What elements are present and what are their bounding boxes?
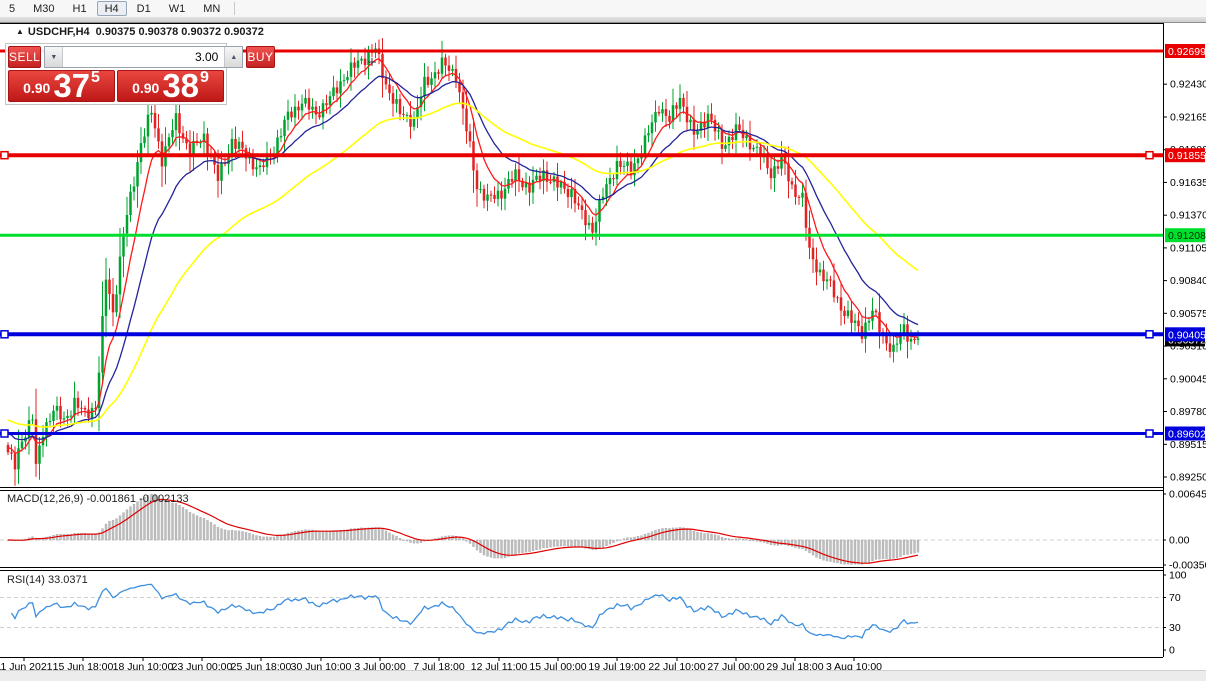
- svg-text:100: 100: [1169, 570, 1187, 582]
- sell-price-display[interactable]: 0.90 37 5: [8, 67, 115, 104]
- hline-price-badge: 0.89602: [1165, 426, 1206, 441]
- sell-button[interactable]: SELL: [8, 46, 42, 68]
- svg-text:0.91208: 0.91208: [1168, 230, 1206, 242]
- timeframe-button-H4[interactable]: H4: [96, 1, 127, 16]
- ma-line-medium: [7, 75, 919, 441]
- timeframe-button-D1[interactable]: D1: [136, 3, 151, 15]
- price-badges: 0.903720.926990.918550.912080.904050.896…: [1165, 44, 1206, 441]
- toolbar-separator: [234, 2, 236, 15]
- chart-title: ▲ USDCHF,H4 0.90375 0.90378 0.90372 0.9037…: [16, 26, 264, 38]
- hline-handle-right[interactable]: [1145, 330, 1154, 339]
- rsi-label: RSI(14) 33.0371: [7, 574, 88, 586]
- buy-button[interactable]: BUY: [246, 46, 275, 68]
- svg-text:0.92430: 0.92430: [1170, 79, 1206, 91]
- svg-text:0.91370: 0.91370: [1170, 210, 1206, 222]
- toolbar-shadow-strip: [0, 17, 1206, 23]
- volume-spinner: ▼ ▲: [44, 46, 244, 68]
- hline-price-badge: 0.92699: [1165, 44, 1206, 58]
- volume-decrease-button[interactable]: ▼: [45, 47, 64, 67]
- svg-text:0.91855: 0.91855: [1168, 150, 1206, 162]
- time-axis-label: 3 Jul 00:00: [354, 661, 406, 670]
- ma-line-slow: [7, 102, 919, 428]
- time-axis-label: 19 Jul 19:00: [588, 661, 645, 670]
- svg-text:0.89515: 0.89515: [1170, 439, 1206, 451]
- time-axis-label: 7 Jul 18:00: [413, 661, 465, 670]
- svg-text:0.89780: 0.89780: [1170, 406, 1206, 418]
- hline-price-badge: 0.91208: [1165, 228, 1206, 243]
- time-axis-label: 15 Jul 00:00: [529, 661, 586, 670]
- sell-price-pip: 5: [91, 69, 100, 86]
- price-axis[interactable]: 0.924300.921650.919000.916350.913700.911…: [1163, 79, 1206, 657]
- svg-text:0.89250: 0.89250: [1170, 472, 1206, 484]
- svg-text:0.006451: 0.006451: [1169, 489, 1206, 501]
- status-strip: [0, 670, 1206, 681]
- buy-price-big: 38: [162, 67, 200, 104]
- svg-text:0.91635: 0.91635: [1170, 177, 1206, 189]
- timeframe-button-H1[interactable]: H1: [72, 3, 87, 15]
- volume-input[interactable]: [63, 47, 225, 67]
- svg-text:0.90575: 0.90575: [1170, 308, 1206, 320]
- svg-text:0.92165: 0.92165: [1170, 112, 1206, 124]
- chart-symbol-period: USDCHF,H4: [27, 26, 90, 38]
- svg-text:0.92699: 0.92699: [1168, 46, 1206, 58]
- svg-text:0.89602: 0.89602: [1168, 429, 1206, 441]
- time-axis-label: 29 Jul 18:00: [766, 661, 823, 670]
- svg-text:0.90840: 0.90840: [1170, 275, 1206, 287]
- hline-handle-right[interactable]: [1145, 150, 1154, 160]
- timeframe-button-W1[interactable]: W1: [168, 3, 186, 15]
- volume-increase-button[interactable]: ▲: [224, 47, 243, 67]
- time-axis-label: 11 Jun 2021: [0, 661, 53, 670]
- hline-handle-left[interactable]: [0, 429, 9, 438]
- collapse-panel-icon[interactable]: ▲: [16, 27, 24, 36]
- chart-canvas[interactable]: 0.924300.921650.919000.916350.913700.911…: [0, 23, 1206, 670]
- crosshair-plus-icon: [368, 58, 376, 66]
- time-axis-label: 15 Jun 18:00: [53, 661, 114, 670]
- time-axis-label: 25 Jun 18:00: [231, 661, 292, 670]
- macd-panel: [0, 493, 1163, 565]
- hline-handle-right[interactable]: [1145, 429, 1154, 438]
- svg-text:0.90405: 0.90405: [1168, 329, 1206, 341]
- buy-price-pip: 9: [200, 69, 209, 86]
- buy-price-prefix: 0.90: [132, 80, 160, 96]
- hline-price-badge: 0.90405: [1165, 327, 1206, 342]
- chart-ohlc-quote: 0.90375 0.90378 0.90372 0.90372: [95, 26, 264, 38]
- svg-text:-0.00350: -0.00350: [1169, 560, 1206, 572]
- rsi-panel: [0, 583, 1163, 640]
- timeframe-button-M30[interactable]: M30: [33, 3, 55, 15]
- panel-borders: [0, 23, 1164, 658]
- svg-text:0.00: 0.00: [1169, 535, 1190, 547]
- timeframe-button-MN[interactable]: MN: [203, 3, 221, 15]
- hline-handle-left[interactable]: [0, 330, 9, 339]
- time-axis-label: 30 Jun 10:00: [291, 661, 352, 670]
- svg-text:30: 30: [1169, 622, 1181, 634]
- time-axis-label: 27 Jul 00:00: [707, 661, 764, 670]
- timeframe-button-5[interactable]: 5: [9, 3, 16, 15]
- hline-0.90405[interactable]: [0, 330, 1163, 339]
- chart-background: [0, 23, 1206, 670]
- sell-price-prefix: 0.90: [23, 80, 51, 96]
- time-axis-label: 23 Jun 00:00: [172, 661, 233, 670]
- hline-0.89602[interactable]: [0, 429, 1163, 438]
- time-axis-label: 3 Aug 10:00: [826, 661, 882, 670]
- sell-price-big: 37: [53, 67, 91, 104]
- time-axis-label: 18 Jun 10:00: [113, 661, 174, 670]
- svg-text:0.91105: 0.91105: [1170, 242, 1206, 254]
- svg-text:0: 0: [1169, 645, 1175, 657]
- hline-0.91855[interactable]: [0, 150, 1163, 160]
- hline-price-badge: 0.91855: [1165, 148, 1206, 163]
- macd-label: MACD(12,26,9) -0.001861 -0.002133: [7, 493, 189, 505]
- svg-text:70: 70: [1169, 592, 1181, 604]
- hline-handle-left[interactable]: [0, 150, 9, 160]
- buy-price-display[interactable]: 0.90 38 9: [117, 67, 224, 104]
- chart-window: 0.924300.921650.919000.916350.913700.911…: [0, 23, 1206, 670]
- time-axis-label: 12 Jul 11:00: [471, 661, 528, 670]
- svg-text:0.90045: 0.90045: [1170, 373, 1206, 385]
- timeframe-toolbar: 5 M30 H1 H4 D1 W1 MN: [0, 0, 1206, 17]
- time-axis-label: 22 Jul 10:00: [648, 661, 705, 670]
